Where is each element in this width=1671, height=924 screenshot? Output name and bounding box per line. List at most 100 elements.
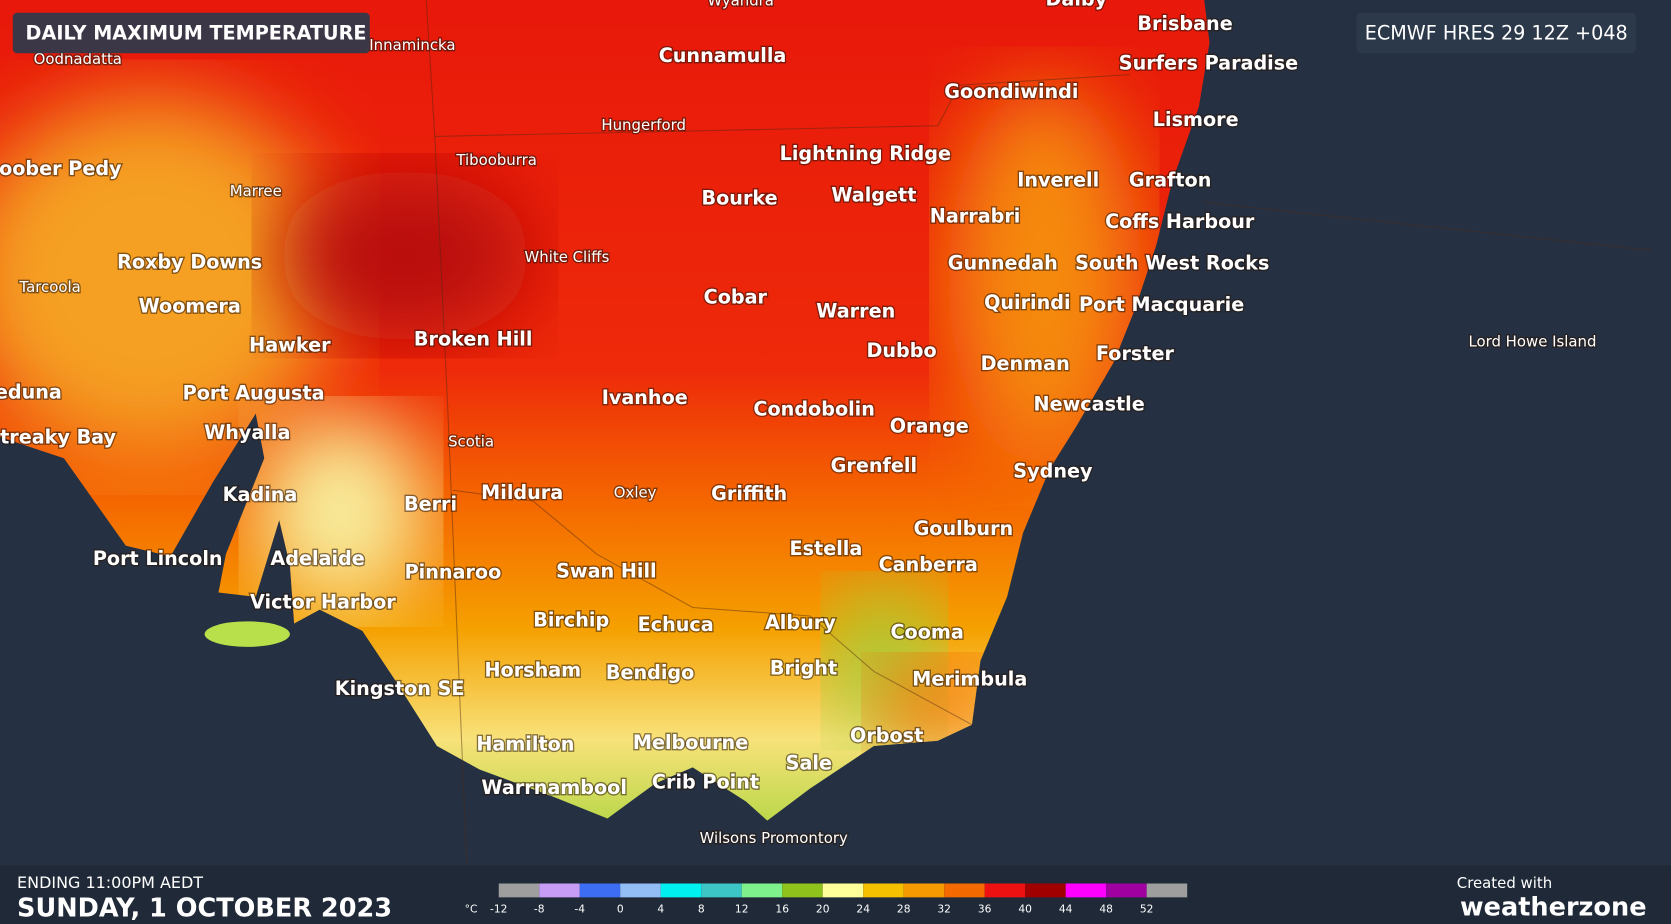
place-label: Estella — [790, 537, 863, 560]
place-label: Condobolin — [753, 398, 874, 421]
place-label: Whyalla — [204, 421, 290, 444]
place-label: Dubbo — [866, 339, 936, 362]
legend-swatch — [539, 883, 580, 898]
legend-tick-label: -8 — [534, 902, 545, 915]
place-label: Crib Point — [652, 771, 759, 794]
legend-swatch — [1146, 883, 1188, 898]
place-label: Hamilton — [476, 732, 574, 755]
legend-swatch — [782, 883, 823, 898]
place-label: Goondiwindi — [944, 80, 1078, 103]
place-label: Sydney — [1013, 459, 1093, 482]
place-label: Swan Hill — [556, 560, 657, 583]
place-label: Cunnamulla — [659, 44, 787, 67]
place-label: Brisbane — [1137, 12, 1232, 35]
place-label: Kingston SE — [335, 677, 465, 700]
legend-swatch — [822, 883, 864, 898]
model-box — [1356, 12, 1636, 54]
legend-tick-label: 36 — [978, 902, 992, 915]
legend-tick-label: 44 — [1059, 902, 1073, 915]
place-label: Horsham — [485, 659, 582, 682]
place-label: Lightning Ridge — [780, 142, 951, 165]
place-label: Marree — [230, 182, 282, 200]
legend-tick-label: 52 — [1140, 902, 1154, 915]
place-label: Orbost — [850, 724, 923, 747]
place-label: Tibooburra — [455, 151, 537, 169]
place-label: Birchip — [533, 609, 609, 632]
place-label: Broken Hill — [414, 327, 533, 350]
place-label: Bourke — [702, 187, 778, 210]
place-label: Mildura — [481, 481, 563, 504]
legend-tick-label: 32 — [937, 902, 951, 915]
place-label: Surfers Paradise — [1119, 51, 1298, 74]
legend-tick-label: 20 — [816, 902, 830, 915]
legend-tick-label: 40 — [1018, 902, 1032, 915]
legend-tick-label: 24 — [856, 902, 870, 915]
legend-swatch — [741, 883, 783, 898]
place-label: Cobar — [704, 286, 768, 309]
place-label: Coober Pedy — [0, 157, 122, 180]
place-label: Bright — [770, 657, 837, 680]
legend-tick-label: -4 — [574, 902, 585, 915]
map-title: DAILY MAXIMUM TEMPERATURE — [26, 21, 367, 44]
brand-label: weatherzone — [1460, 892, 1647, 922]
place-label: Hungerford — [601, 116, 686, 134]
legend-swatch — [1025, 883, 1066, 898]
legend-unit: °C — [465, 902, 478, 915]
legend-tick-label: -12 — [490, 902, 507, 915]
place-label: Albury — [765, 611, 836, 634]
place-label: Roxby Downs — [117, 251, 262, 274]
place-label: Melbourne — [633, 731, 748, 754]
place-label: Tarcoola — [18, 278, 80, 296]
place-label: Grafton — [1129, 169, 1211, 192]
legend-swatch — [660, 883, 702, 898]
legend-tick-label: 0 — [617, 902, 624, 915]
place-label: Streaky Bay — [0, 425, 117, 448]
date-label: SUNDAY, 1 OCTOBER 2023 — [17, 894, 392, 924]
place-label: Newcastle — [1034, 392, 1145, 415]
place-label: Quirindi — [984, 291, 1070, 314]
place-label: Canberra — [879, 553, 978, 576]
place-label: Wyandra — [707, 0, 774, 9]
place-label: Wilsons Promontory — [700, 829, 848, 847]
legend-tick-label: 12 — [735, 902, 749, 915]
place-label: Merimbula — [912, 667, 1027, 690]
place-label: Goulburn — [914, 517, 1014, 540]
legend-swatch — [498, 883, 540, 898]
place-label: Warrnambool — [481, 776, 627, 799]
place-label: Forster — [1096, 342, 1175, 365]
place-label: Grenfell — [831, 454, 917, 477]
place-label: Inverell — [1017, 169, 1099, 192]
place-label: Port Macquarie — [1079, 293, 1244, 316]
place-label: Oodnadatta — [34, 50, 122, 68]
place-label: Sale — [786, 751, 832, 774]
place-label: White Cliffs — [525, 248, 610, 266]
legend-tick-label: 48 — [1099, 902, 1113, 915]
place-label: Hawker — [249, 334, 331, 357]
place-label: Scotia — [448, 433, 494, 451]
place-label: Warren — [816, 300, 895, 323]
place-label: Orange — [890, 415, 969, 438]
place-label: Innamincka — [369, 36, 455, 54]
place-label: Oxley — [614, 484, 657, 502]
legend-tick-label: 28 — [897, 902, 911, 915]
legend-tick-label: 4 — [657, 902, 664, 915]
place-label: Walgett — [831, 183, 916, 206]
title-box — [12, 12, 370, 54]
place-label: South West Rocks — [1075, 252, 1269, 275]
legend-swatch — [1106, 883, 1147, 898]
place-label: Ivanhoe — [602, 386, 688, 409]
place-label: Victor Harbor — [250, 591, 396, 614]
place-label: Berri — [404, 492, 457, 515]
place-label: Dalby — [1046, 0, 1108, 10]
place-label: Kadina — [223, 483, 298, 506]
place-label: Narrabri — [930, 205, 1021, 228]
place-label: Echuca — [638, 613, 714, 636]
legend-swatch — [944, 883, 985, 898]
borders — [425, 0, 1652, 917]
ending-label: ENDING 11:00PM AEDT — [17, 873, 203, 892]
place-label: Gunnedah — [948, 252, 1058, 275]
place-label: Port Augusta — [183, 382, 325, 405]
model-label: ECMWF HRES 29 12Z +048 — [1365, 21, 1628, 44]
